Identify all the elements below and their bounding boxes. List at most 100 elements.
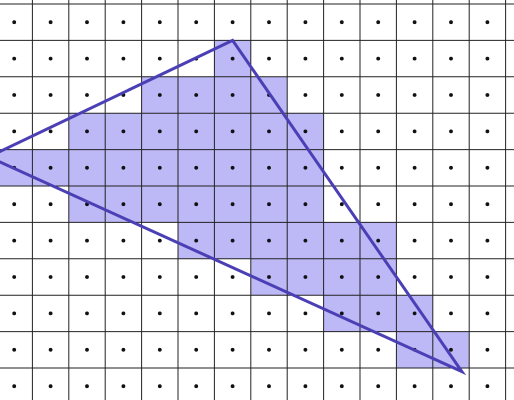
pixel-center-dot [267, 311, 271, 316]
pixel-center-dot [376, 384, 381, 389]
pixel-center-dot [449, 238, 453, 243]
pixel-center-dot [230, 311, 235, 316]
pixel-center-dot [267, 384, 271, 389]
pixel-center-dot [303, 275, 308, 279]
pixel-center-dot [230, 384, 235, 389]
pixel-center-dot [339, 20, 344, 25]
pixel-center-dot [85, 56, 89, 61]
pixel-center-dot [157, 56, 162, 61]
pixel-center-dot [157, 93, 162, 97]
triangle-outline [0, 38, 467, 376]
pixel-center-dot [339, 56, 344, 61]
pixel-center-dot [12, 202, 17, 207]
pixel-center-dot [267, 129, 271, 134]
pixel-center-dot [230, 165, 235, 170]
pixel-center-dot [267, 165, 271, 170]
pixel-center-dot [267, 56, 271, 61]
pixel-center-dot [449, 129, 453, 134]
pixel-center-dot [303, 202, 308, 207]
pixel-center-dot [194, 93, 199, 97]
pixel-center-dot [157, 238, 162, 243]
pixel-center-dot [194, 275, 199, 279]
pixel-center-dot [303, 129, 308, 134]
pixel-center-dot [157, 20, 162, 25]
pixel-center-dot [412, 202, 417, 207]
pixel-center-dot [194, 347, 199, 352]
pixel-center-dot [194, 238, 199, 243]
pixel-center-dot [376, 347, 381, 352]
pixel-center-dot [230, 129, 235, 134]
pixel-center-dot [194, 202, 199, 207]
pixel-center-dot [339, 93, 344, 97]
pixel-center-dot [12, 129, 17, 134]
pixel-center-dot [412, 56, 417, 61]
pixel-center-dot [121, 56, 126, 61]
pixel-center-dot [230, 347, 235, 352]
pixel-center-dot [412, 165, 417, 170]
pixel-center-dot [48, 165, 53, 170]
pixel-center-dot [412, 238, 417, 243]
pixel-center-dot [485, 238, 490, 243]
pixel-center-dot [376, 56, 381, 61]
pixel-center-dot [12, 311, 17, 316]
pixel-center-dot [339, 202, 344, 207]
pixel-center-dot [449, 56, 453, 61]
pixel-center-dot [376, 93, 381, 97]
pixel-center-dot [376, 129, 381, 134]
pixel-center-dot [303, 311, 308, 316]
pixel-center-dot [48, 275, 53, 279]
pixel-center-dot [230, 93, 235, 97]
pixel-center-dot [48, 384, 53, 389]
pixel-center-dot [12, 56, 17, 61]
pixel-center-dot [485, 20, 490, 25]
pixel-center-dot [376, 311, 381, 316]
pixel-center-dot [485, 347, 490, 352]
pixel-center-dot [339, 275, 344, 279]
pixel-center-dot [48, 56, 53, 61]
pixel-center-dot [121, 384, 126, 389]
pixel-center-dot [485, 93, 490, 97]
pixel-center-dot [230, 275, 235, 279]
pixel-center-dot [376, 20, 381, 25]
covered-pixels [0, 40, 470, 368]
pixel-center-dot [339, 238, 344, 243]
pixel-center-dot [157, 311, 162, 316]
pixel-center-dot [230, 202, 235, 207]
pixel-center-dot [303, 20, 308, 25]
pixel-center-dot [376, 238, 381, 243]
pixel-center-dot [303, 165, 308, 170]
pixel-center-dot [157, 129, 162, 134]
pixel-center-dot [376, 275, 381, 279]
pixel-center-dot [85, 311, 89, 316]
pixel-center-dot [339, 129, 344, 134]
pixel-center-dot [412, 129, 417, 134]
pixel-center-dot [48, 347, 53, 352]
pixel-center-dot [485, 275, 490, 279]
pixel-center-dot [85, 384, 89, 389]
pixel-center-dot [230, 20, 235, 25]
pixel-center-dot [267, 238, 271, 243]
pixel-center-dot [121, 129, 126, 134]
pixel-center-dot [121, 238, 126, 243]
pixel-center-dot [267, 20, 271, 25]
pixel-center-dot [85, 275, 89, 279]
pixel-center-dot [157, 275, 162, 279]
pixel-center-dot [157, 384, 162, 389]
pixel-center-dot [157, 202, 162, 207]
pixel-center-dot [12, 93, 17, 97]
pixel-center-dot [485, 129, 490, 134]
pixel-center-dot [12, 275, 17, 279]
pixel-center-dot [303, 93, 308, 97]
pixel-center-dot [412, 20, 417, 25]
pixel-center-dot [12, 238, 17, 243]
pixel-center-dot [194, 20, 199, 25]
pixel-center-dot [48, 238, 53, 243]
pixel-center-dot [449, 93, 453, 97]
pixel-center-dot [339, 347, 344, 352]
pixel-center-dot [412, 275, 417, 279]
pixel-center-dot [12, 347, 17, 352]
pixel-center-dot [194, 129, 199, 134]
pixel-center-dot [157, 347, 162, 352]
pixel-center-dot [157, 165, 162, 170]
